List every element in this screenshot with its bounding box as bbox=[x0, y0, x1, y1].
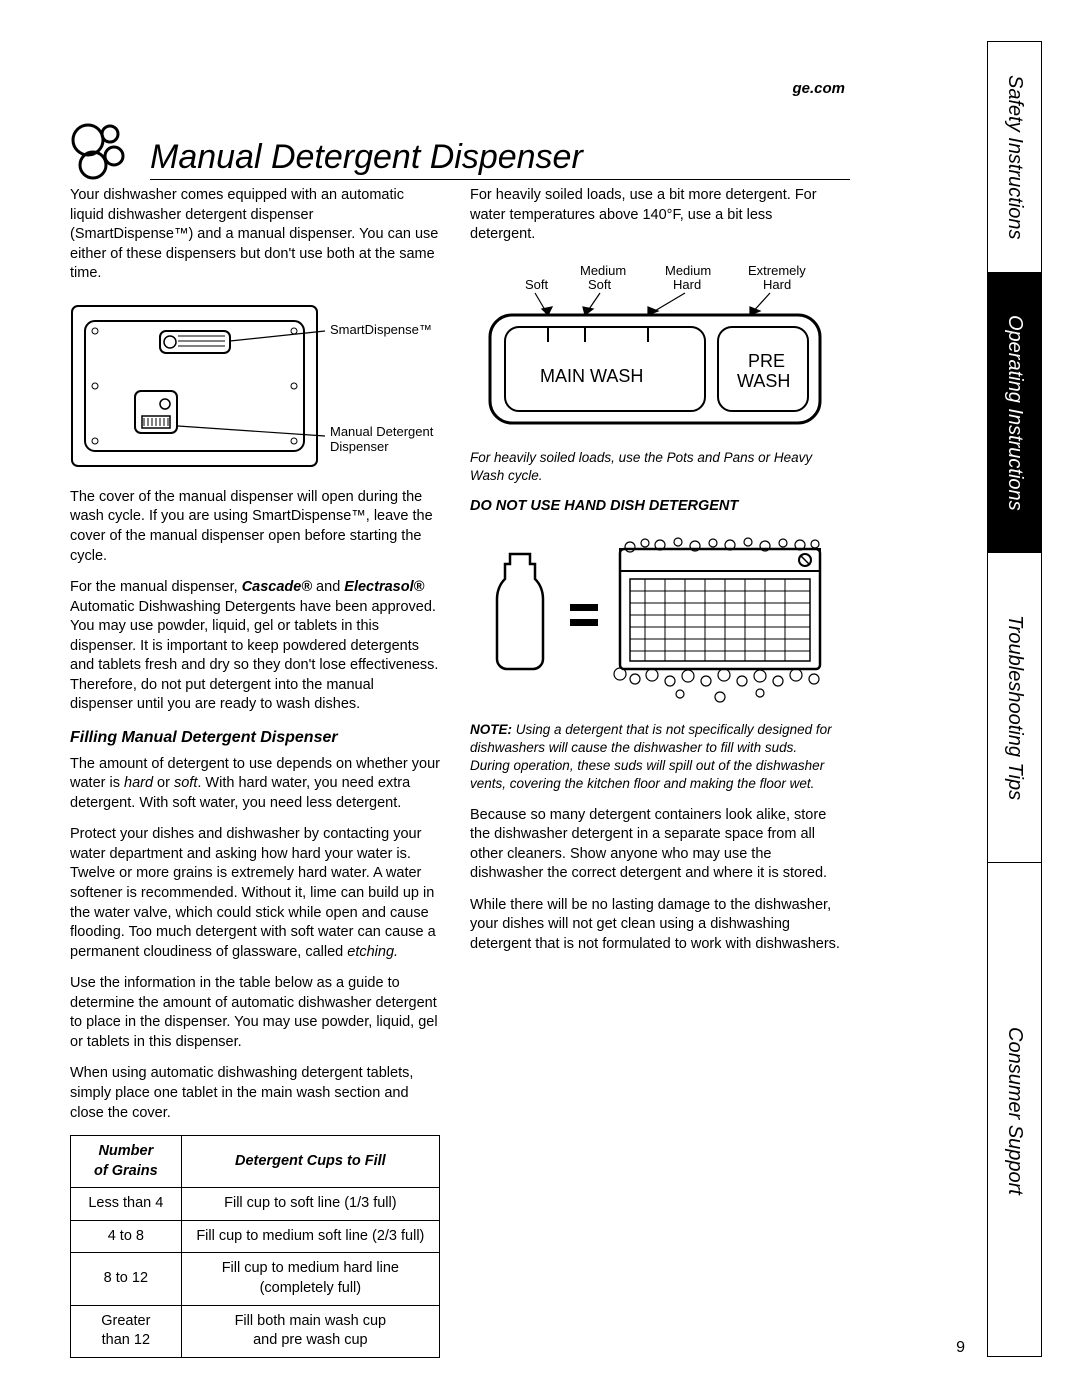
page-number: 9 bbox=[956, 1339, 965, 1357]
note-text: NOTE: Using a detergent that is not spec… bbox=[470, 721, 840, 794]
table-header-row: Numberof Grains Detergent Cups to Fill bbox=[71, 1136, 440, 1188]
th-grains: Numberof Grains bbox=[71, 1136, 182, 1188]
svg-text:Medium: Medium bbox=[665, 263, 711, 278]
suds-figure bbox=[470, 529, 840, 709]
fill-p2: Protect your dishes and dishwasher by co… bbox=[70, 825, 440, 962]
fig-label-manual-1: Manual Detergent bbox=[330, 424, 434, 439]
store-text: Because so many detergent containers loo… bbox=[470, 806, 840, 884]
detergent-table: Numberof Grains Detergent Cups to Fill L… bbox=[70, 1135, 440, 1358]
tab-consumer-support[interactable]: Consumer Support bbox=[988, 862, 1041, 1358]
bubbles-icon bbox=[70, 120, 130, 180]
fill-p1: The amount of detergent to use depends o… bbox=[70, 755, 440, 814]
no-hand-detergent: DO NOT USE HAND DISH DETERGENT bbox=[470, 497, 840, 517]
page-title: Manual Detergent Dispenser bbox=[150, 138, 850, 180]
fig-label-manual-2: Dispenser bbox=[330, 439, 389, 454]
right-column: For heavily soiled loads, use a bit more… bbox=[470, 186, 840, 1358]
fig-label-smart: SmartDispense™ bbox=[330, 322, 432, 337]
table-row: Less than 4Fill cup to soft line (1/3 fu… bbox=[71, 1188, 440, 1221]
cover-text: The cover of the manual dispenser will o… bbox=[70, 488, 440, 566]
last-text: While there will be no lasting damage to… bbox=[470, 896, 840, 955]
th-cups: Detergent Cups to Fill bbox=[181, 1136, 439, 1188]
hardness-figure: Soft Medium Soft Medium Hard Extremely H… bbox=[470, 257, 840, 437]
header-url: ge.com bbox=[792, 80, 845, 97]
svg-text:PRE: PRE bbox=[748, 351, 785, 371]
fill-p4: When using automatic dishwashing deterge… bbox=[70, 1064, 440, 1123]
right-top: For heavily soiled loads, use a bit more… bbox=[470, 186, 840, 245]
table-row: 4 to 8Fill cup to medium soft line (2/3 … bbox=[71, 1220, 440, 1253]
brands-text: For the manual dispenser, Cascade® and E… bbox=[70, 578, 440, 715]
dishwasher-door-figure: SmartDispense™ Manual Detergent Dispense… bbox=[70, 296, 440, 476]
fill-p3: Use the information in the table below a… bbox=[70, 974, 440, 1052]
columns: Your dishwasher comes equipped with an a… bbox=[70, 186, 850, 1358]
tab-operating[interactable]: Operating Instructions bbox=[988, 272, 1041, 552]
table-row: 8 to 12 Fill cup to medium hard line(com… bbox=[71, 1253, 440, 1305]
filling-heading: Filling Manual Detergent Dispenser bbox=[70, 727, 440, 749]
side-tabs: Safety Instructions Operating Instructio… bbox=[987, 41, 1042, 1357]
svg-text:Soft: Soft bbox=[588, 277, 612, 292]
page-content: ge.com Manual Detergent Dispenser Your d… bbox=[0, 0, 960, 1398]
tab-safety[interactable]: Safety Instructions bbox=[988, 42, 1041, 272]
svg-text:MAIN WASH: MAIN WASH bbox=[540, 366, 643, 386]
tab-troubleshooting[interactable]: Troubleshooting Tips bbox=[988, 552, 1041, 862]
svg-text:Soft: Soft bbox=[525, 277, 549, 292]
title-row: Manual Detergent Dispenser bbox=[70, 120, 850, 180]
svg-text:WASH: WASH bbox=[737, 371, 790, 391]
svg-text:Medium: Medium bbox=[580, 263, 626, 278]
svg-text:Extremely: Extremely bbox=[748, 263, 806, 278]
left-column: Your dishwasher comes equipped with an a… bbox=[70, 186, 440, 1358]
svg-text:Hard: Hard bbox=[673, 277, 701, 292]
hardness-caption: For heavily soiled loads, use the Pots a… bbox=[470, 449, 840, 485]
svg-text:Hard: Hard bbox=[763, 277, 791, 292]
table-row: Greaterthan 12 Fill both main wash cupan… bbox=[71, 1305, 440, 1357]
intro-text: Your dishwasher comes equipped with an a… bbox=[70, 186, 440, 284]
